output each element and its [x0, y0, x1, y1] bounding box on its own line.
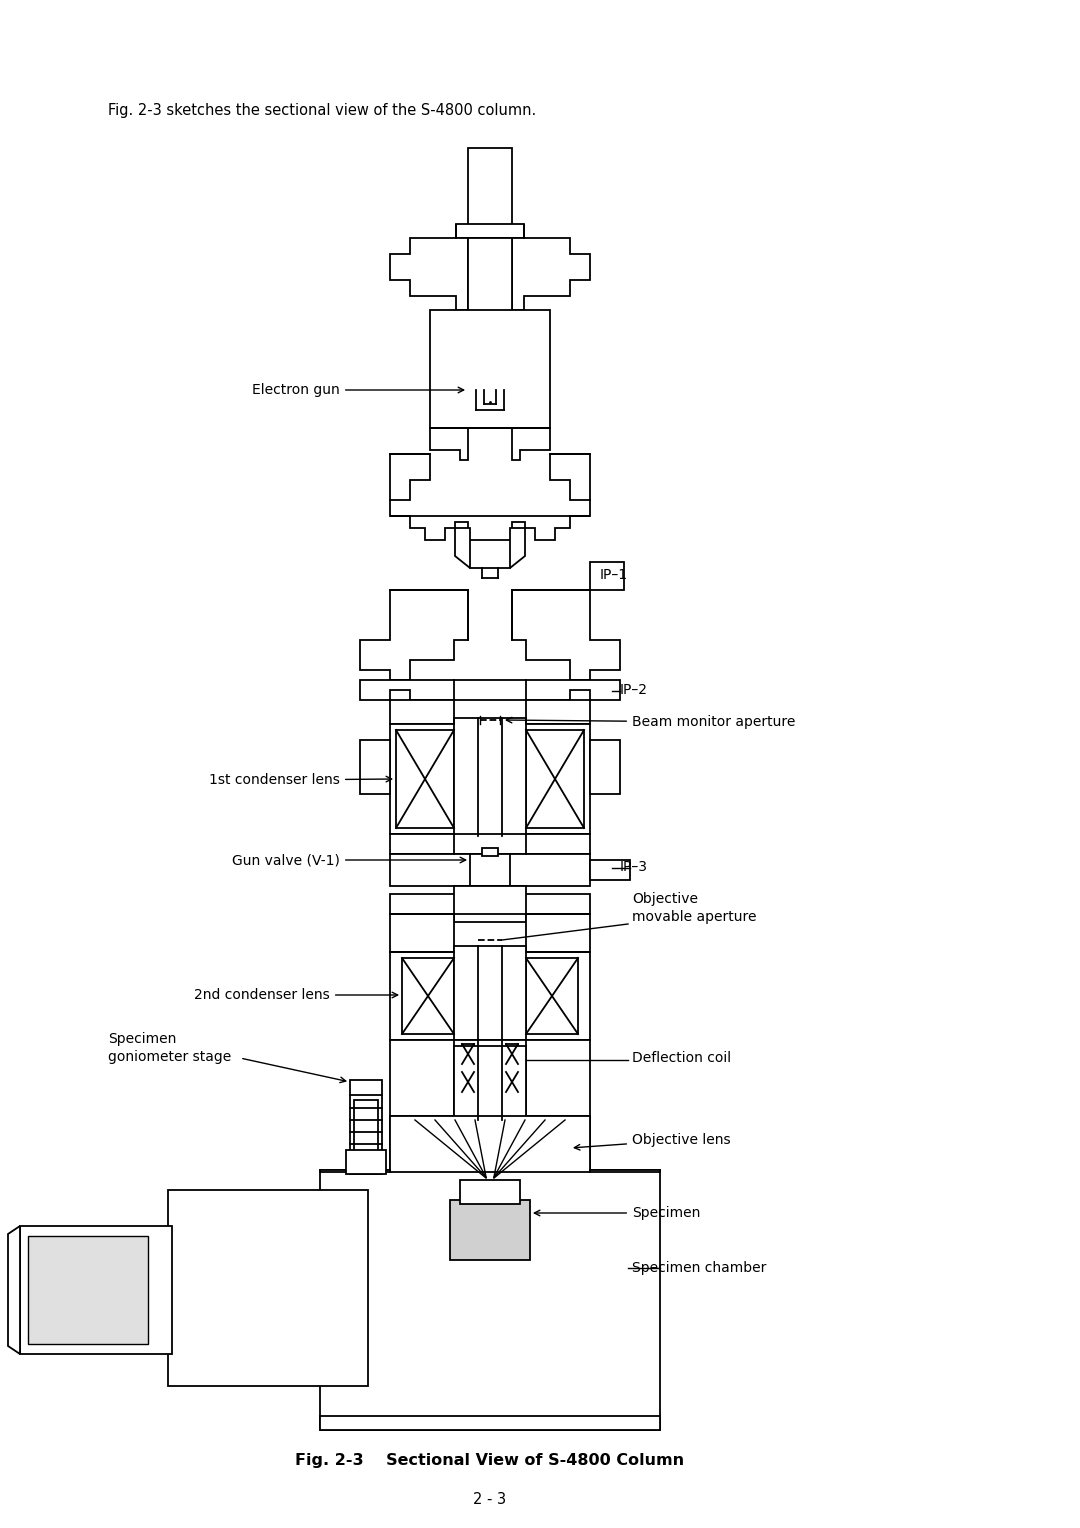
- Polygon shape: [510, 529, 525, 568]
- Polygon shape: [360, 590, 468, 680]
- Text: Specimen: Specimen: [535, 1206, 700, 1219]
- Bar: [590, 562, 624, 590]
- Bar: [590, 740, 620, 795]
- Bar: [390, 724, 590, 834]
- Text: Fig. 2-3    Sectional View of S-4800 Column: Fig. 2-3 Sectional View of S-4800 Column: [296, 1453, 685, 1467]
- Text: 1st condenser lens: 1st condenser lens: [210, 773, 392, 787]
- Polygon shape: [320, 1170, 390, 1172]
- Bar: [526, 730, 584, 828]
- Polygon shape: [390, 454, 430, 500]
- Polygon shape: [360, 680, 454, 700]
- Bar: [430, 310, 550, 428]
- Bar: [21, 1225, 172, 1354]
- Bar: [390, 1115, 590, 1126]
- Polygon shape: [8, 1225, 21, 1354]
- Polygon shape: [526, 680, 620, 700]
- Polygon shape: [390, 516, 590, 539]
- Polygon shape: [390, 1120, 590, 1180]
- Polygon shape: [512, 590, 620, 680]
- Bar: [390, 700, 590, 724]
- Bar: [460, 1180, 519, 1204]
- Polygon shape: [410, 1120, 484, 1178]
- Text: IP–3: IP–3: [620, 860, 648, 874]
- Bar: [482, 886, 498, 894]
- Bar: [320, 1416, 660, 1430]
- Polygon shape: [512, 428, 550, 460]
- Polygon shape: [140, 1270, 152, 1306]
- Text: Beam monitor aperture: Beam monitor aperture: [507, 715, 795, 729]
- Text: 2 - 3: 2 - 3: [473, 1493, 507, 1508]
- Bar: [168, 1190, 368, 1386]
- Bar: [454, 718, 526, 836]
- Bar: [346, 1151, 386, 1174]
- Bar: [390, 894, 590, 914]
- Polygon shape: [455, 529, 470, 568]
- Text: Specimen chamber: Specimen chamber: [632, 1261, 767, 1274]
- Bar: [454, 1041, 526, 1120]
- Bar: [28, 1236, 148, 1345]
- Text: Specimen
goniometer stage: Specimen goniometer stage: [108, 1033, 231, 1063]
- Bar: [320, 1170, 660, 1430]
- Text: 2nd condenser lens: 2nd condenser lens: [194, 989, 397, 1002]
- Bar: [526, 958, 578, 1034]
- Bar: [396, 730, 454, 828]
- Bar: [468, 148, 512, 226]
- Polygon shape: [512, 225, 590, 310]
- Bar: [462, 1073, 474, 1093]
- Bar: [390, 854, 590, 886]
- Bar: [454, 1047, 526, 1120]
- Bar: [507, 1044, 518, 1063]
- Polygon shape: [496, 1120, 570, 1178]
- Polygon shape: [426, 1120, 484, 1177]
- Bar: [462, 1044, 474, 1063]
- Polygon shape: [526, 914, 590, 952]
- Text: Objective lens: Objective lens: [575, 1132, 731, 1151]
- Text: Objective
movable aperture: Objective movable aperture: [632, 892, 756, 923]
- Bar: [456, 225, 524, 238]
- Bar: [350, 1080, 382, 1174]
- Polygon shape: [590, 1170, 660, 1172]
- Polygon shape: [430, 428, 468, 460]
- Polygon shape: [390, 225, 468, 310]
- Text: Electron gun: Electron gun: [253, 384, 463, 397]
- Text: Fig. 2-3 sketches the sectional view of the S-4800 column.: Fig. 2-3 sketches the sectional view of …: [108, 102, 537, 118]
- Bar: [482, 848, 498, 856]
- Polygon shape: [390, 914, 454, 952]
- Text: Gun valve (V-1): Gun valve (V-1): [232, 853, 465, 866]
- Bar: [450, 1199, 530, 1261]
- Bar: [390, 1041, 590, 1120]
- Bar: [152, 1270, 168, 1306]
- Bar: [390, 1115, 590, 1172]
- Bar: [390, 834, 590, 854]
- Polygon shape: [550, 454, 590, 500]
- Text: IP–2: IP–2: [620, 683, 648, 697]
- Bar: [590, 860, 630, 880]
- Bar: [402, 958, 454, 1034]
- Bar: [507, 1073, 518, 1093]
- Bar: [360, 740, 390, 795]
- Bar: [454, 886, 526, 921]
- Polygon shape: [496, 1120, 555, 1177]
- Bar: [354, 1100, 378, 1170]
- Bar: [468, 238, 512, 428]
- Text: Deflection coil: Deflection coil: [632, 1051, 731, 1065]
- Bar: [470, 854, 510, 886]
- Text: IP–1: IP–1: [600, 568, 629, 582]
- Bar: [454, 946, 526, 1047]
- Bar: [390, 952, 590, 1041]
